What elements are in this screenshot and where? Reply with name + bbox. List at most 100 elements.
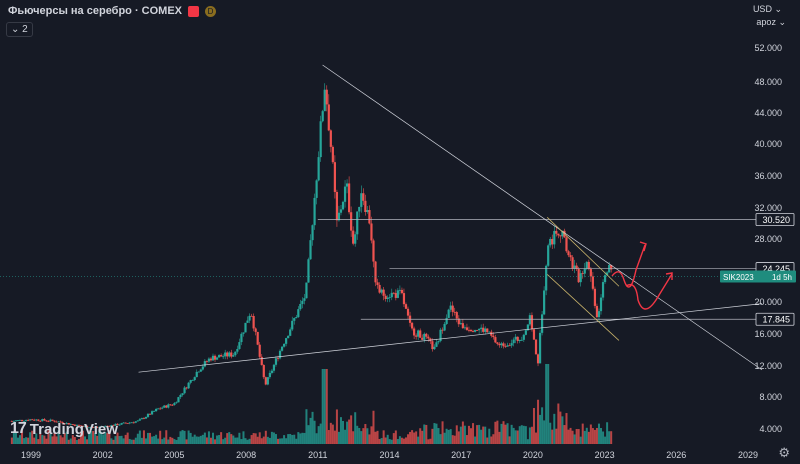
candle (222, 356, 225, 358)
unit-selector[interactable]: арoz ⌄ (756, 17, 786, 27)
candle (33, 419, 36, 421)
x-tick-label: 2020 (523, 450, 543, 460)
candle (571, 257, 574, 269)
volume-bar (415, 431, 418, 444)
candle (496, 342, 499, 344)
candle (25, 420, 28, 421)
channel-upper-line (546, 217, 620, 287)
candle (441, 329, 444, 331)
descending-trendline (322, 64, 763, 371)
candle (587, 261, 590, 269)
volume-bar (228, 432, 231, 444)
tradingview-logo[interactable]: 17 TradingView (10, 420, 118, 438)
volume-bar (120, 435, 123, 444)
candle (128, 422, 131, 424)
candle (22, 420, 26, 422)
volume-bar (236, 437, 239, 444)
candle (37, 419, 40, 421)
volume-bar (248, 438, 251, 444)
volume-bar (303, 432, 306, 444)
gear-icon[interactable]: ⚙ (778, 445, 790, 460)
candle (581, 273, 584, 275)
volume-bar (595, 427, 598, 444)
candle (250, 315, 253, 317)
candle (278, 350, 282, 359)
candle (335, 191, 339, 221)
volume-bar (112, 439, 115, 444)
volume-bar (398, 436, 401, 444)
symbol-header[interactable]: Фьючерсы на серебро · COMEX D (8, 5, 217, 17)
candle (341, 201, 345, 210)
volume-bar (498, 431, 501, 444)
candle (317, 157, 320, 181)
volume-bar (94, 433, 97, 444)
candle (98, 426, 101, 428)
volume-bar (90, 430, 93, 444)
candle (482, 327, 485, 332)
volume-bar (425, 424, 428, 444)
candle (366, 210, 369, 213)
current-price-box (720, 270, 796, 283)
x-tick-label: 2008 (236, 450, 256, 460)
volume-bar (559, 411, 562, 444)
red-arrowhead (639, 241, 647, 252)
volume-bar (281, 438, 284, 444)
candle (83, 425, 87, 427)
volume-bar (169, 436, 172, 444)
volume-bar (256, 436, 259, 444)
volume-bar (260, 438, 263, 444)
volume-bar (447, 429, 450, 444)
candle (413, 328, 416, 336)
volume-bar (45, 438, 48, 444)
volume-bar (287, 434, 290, 444)
candle (451, 305, 454, 312)
candle (124, 422, 127, 424)
candle (484, 328, 487, 332)
candle (246, 320, 249, 323)
volume-bar (33, 437, 36, 444)
candle (45, 420, 48, 422)
candle (65, 423, 68, 425)
candle (94, 427, 97, 428)
volume-bar (102, 434, 105, 444)
candle (114, 423, 117, 426)
volume-bar (433, 423, 436, 444)
volume-bar (209, 437, 212, 444)
volume-bar (118, 436, 121, 444)
current-countdown: 1d 5h (772, 273, 792, 282)
collapse-indicators-button[interactable]: ⌄ 2 (6, 22, 33, 37)
candle (559, 235, 562, 237)
candle (404, 304, 408, 309)
candle (400, 289, 404, 294)
candle (18, 419, 22, 421)
candle (258, 344, 261, 357)
candle (512, 339, 515, 344)
volume-bar (315, 433, 318, 444)
volume-bar (386, 434, 389, 444)
volume-bar (392, 433, 395, 444)
candle (266, 377, 269, 385)
volume-bar (577, 429, 580, 444)
candle (439, 329, 442, 342)
candle (567, 251, 570, 256)
x-tick-label: 2023 (595, 450, 615, 460)
volume-bar (384, 437, 387, 444)
volume-bar (175, 439, 178, 444)
volume-bar (201, 434, 204, 444)
volume-bar (402, 438, 405, 444)
red-wave-arrowhead (665, 272, 673, 280)
candle (142, 418, 146, 419)
candle (370, 223, 373, 241)
candle (423, 333, 426, 340)
volume-bar (547, 364, 550, 444)
currency-selector[interactable]: USD ⌄ (752, 4, 782, 14)
volume-bar (378, 438, 381, 444)
candle (61, 422, 64, 424)
candle (390, 292, 393, 298)
candle (96, 427, 99, 428)
y-tick-label: 16.000 (754, 329, 782, 339)
candle (305, 282, 308, 299)
candle (333, 162, 336, 192)
volume-bar (508, 436, 511, 444)
